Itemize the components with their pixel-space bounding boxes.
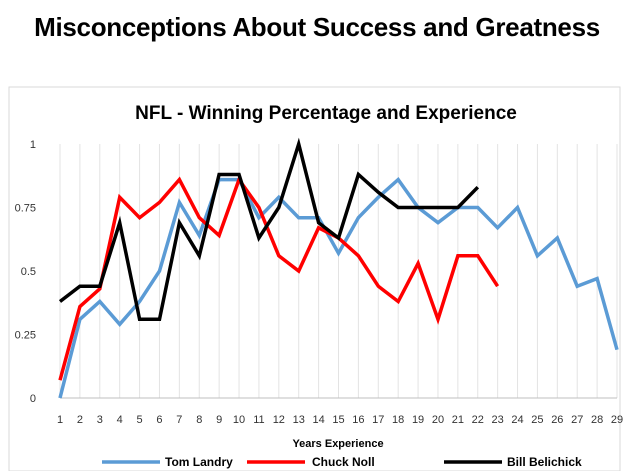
x-tick-label: 4 bbox=[117, 414, 123, 426]
x-tick-label: 28 bbox=[591, 414, 603, 426]
x-tick-label: 5 bbox=[137, 414, 143, 426]
chart-title: NFL - Winning Percentage and Experience bbox=[135, 103, 517, 124]
series-line-bill-belichick bbox=[58, 137, 480, 322]
chart-area bbox=[8, 86, 621, 471]
y-tick-label: 1 bbox=[30, 139, 36, 151]
page-title: Misconceptions About Success and Greatne… bbox=[34, 12, 600, 42]
series-line-chuck-noll bbox=[58, 175, 500, 381]
x-tick-label: 11 bbox=[253, 414, 264, 426]
legend: Tom Landry Chuck Noll Bill Belichick bbox=[102, 455, 582, 469]
x-tick-label: 26 bbox=[551, 414, 563, 426]
x-tick-label: 1 bbox=[57, 414, 63, 426]
x-tick-label: 17 bbox=[372, 414, 384, 426]
x-tick-label: 18 bbox=[392, 414, 404, 426]
y-tick-label: 0 bbox=[30, 393, 36, 405]
y-axis-ticks: 0 0.25 0.5 0.75 1 bbox=[15, 139, 36, 405]
x-tick-label: 6 bbox=[156, 414, 162, 426]
x-tick-label: 22 bbox=[472, 414, 484, 426]
legend-label-tom-landry: Tom Landry bbox=[165, 455, 233, 469]
x-tick-label: 7 bbox=[176, 414, 182, 426]
y-tick-label: 0.5 bbox=[21, 266, 36, 278]
x-tick-label: 9 bbox=[216, 414, 222, 426]
x-tick-label: 25 bbox=[531, 414, 543, 426]
x-tick-label: 23 bbox=[492, 414, 504, 426]
y-tick-label: 0.75 bbox=[15, 203, 36, 215]
x-tick-label: 3 bbox=[97, 414, 103, 426]
x-tick-label: 10 bbox=[233, 414, 245, 426]
x-tick-label: 29 bbox=[611, 414, 623, 426]
x-tick-label: 12 bbox=[273, 414, 285, 426]
x-axis-label: Years Experience bbox=[292, 438, 383, 450]
legend-label-bill-belichick: Bill Belichick bbox=[507, 455, 582, 469]
x-tick-label: 27 bbox=[571, 414, 583, 426]
x-tick-label: 21 bbox=[452, 414, 464, 426]
x-tick-label: 20 bbox=[432, 414, 444, 426]
x-tick-label: 8 bbox=[196, 414, 202, 426]
x-axis-ticks: 1 2 3 4 5 6 7 8 9 10 11 12 13 14 15 16 17 18 19 20 21 22 23 24 2… bbox=[57, 414, 623, 426]
series-line-tom-landry bbox=[58, 176, 619, 399]
series-lines bbox=[58, 137, 619, 399]
x-tick-label: 24 bbox=[511, 414, 523, 426]
x-tick-label: 13 bbox=[293, 414, 305, 426]
x-tick-label: 14 bbox=[312, 414, 324, 426]
x-tick-label: 16 bbox=[352, 414, 364, 426]
x-tick-label: 19 bbox=[412, 414, 424, 426]
y-tick-label: 0.25 bbox=[15, 330, 36, 342]
legend-label-chuck-noll: Chuck Noll bbox=[312, 455, 375, 469]
x-tick-label: 15 bbox=[332, 414, 344, 426]
x-tick-label: 2 bbox=[77, 414, 83, 426]
